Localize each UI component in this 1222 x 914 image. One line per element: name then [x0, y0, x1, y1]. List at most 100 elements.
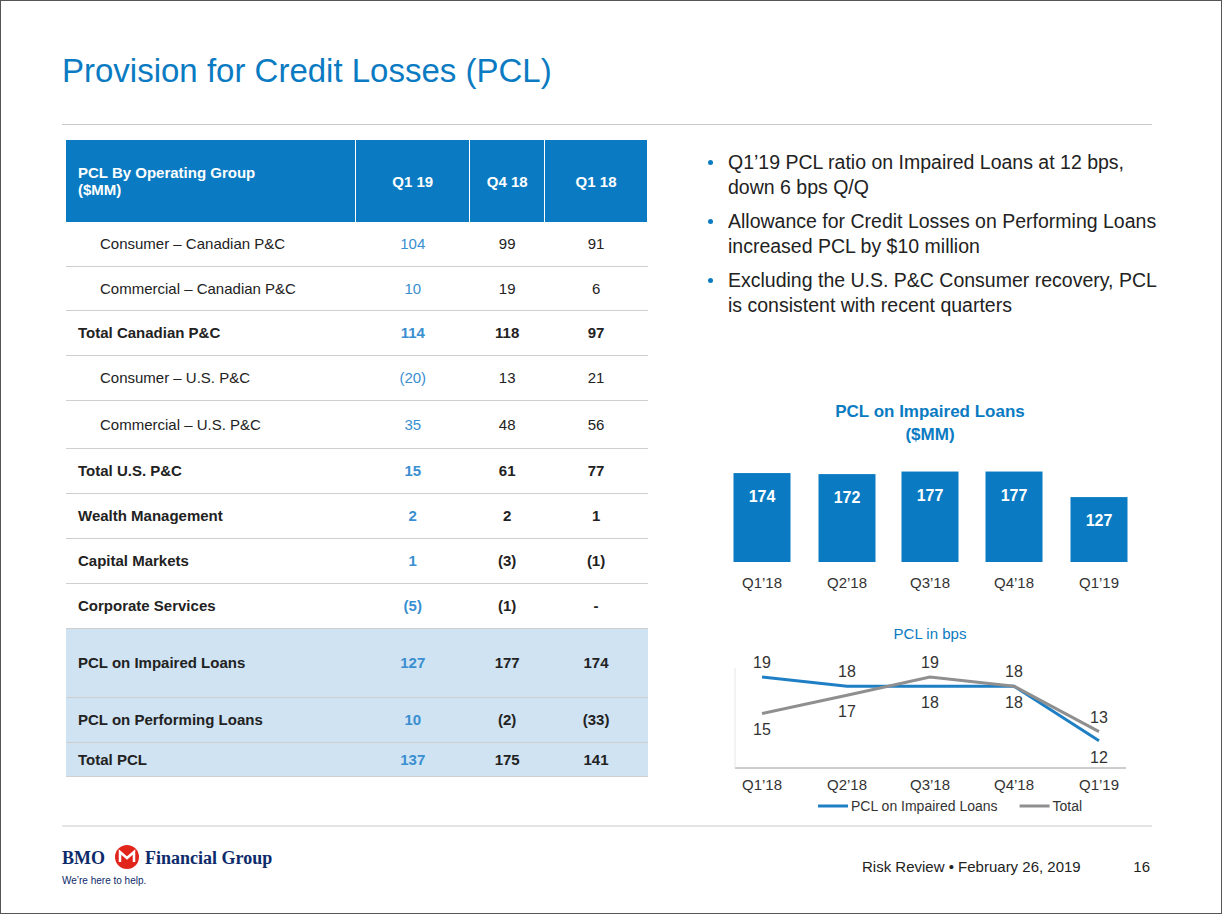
x-axis — [735, 768, 1126, 769]
cell-value: 141 — [545, 742, 648, 776]
cell-value: 137 — [356, 742, 470, 776]
cell-value: 1 — [356, 538, 470, 583]
cell-value: 56 — [545, 400, 648, 448]
cell-value: 19 — [470, 266, 545, 310]
cell-value: 10 — [356, 697, 470, 742]
data-label: 18 — [1005, 694, 1023, 711]
table-header: PCL By Operating Group ($MM)Q1 19Q4 18Q1… — [66, 140, 648, 222]
title-rule — [62, 124, 1152, 125]
bullet-dot — [708, 278, 713, 283]
bullets: Q1’19 PCL ratio on Impaired Loans at 12 … — [708, 150, 1170, 327]
cell-value: 1 — [545, 493, 648, 538]
data-label: 18 — [838, 663, 856, 680]
x-tick-label: Q1’18 — [742, 776, 782, 793]
bar — [1071, 497, 1128, 562]
cell-value: (20) — [356, 355, 470, 400]
data-label: 174 — [749, 488, 776, 505]
data-label: 177 — [917, 487, 944, 504]
cell-value: 127 — [356, 628, 470, 697]
cell-value: 35 — [356, 400, 470, 448]
cell-value: (1) — [545, 538, 648, 583]
data-label: 12 — [1090, 749, 1108, 766]
data-label: 19 — [921, 654, 939, 671]
row-label: Commercial – U.S. P&C — [66, 400, 356, 448]
bullet: Q1’19 PCL ratio on Impaired Loans at 12 … — [708, 150, 1170, 200]
row-label: PCL on Impaired Loans — [66, 628, 356, 697]
cell-value: (1) — [470, 583, 545, 628]
x-tick-label: Q1’19 — [1079, 574, 1119, 591]
data-label: 18 — [1005, 663, 1023, 680]
header-text: PCL By Operating Group ($MM) — [78, 164, 278, 198]
table-row: Commercial – Canadian P&C10196 — [66, 266, 648, 310]
row-label: Commercial – Canadian P&C — [66, 266, 356, 310]
row-label: Capital Markets — [66, 538, 356, 583]
bar — [902, 472, 959, 562]
row-label: Total Canadian P&C — [66, 310, 356, 355]
bullet: Excluding the U.S. P&C Consumer recovery… — [708, 268, 1170, 318]
legend-label: PCL on Impaired Loans — [851, 798, 998, 814]
bar — [986, 472, 1043, 562]
cell-value: 15 — [356, 448, 470, 493]
cell-value: (2) — [470, 697, 545, 742]
cell-value: 13 — [470, 355, 545, 400]
data-label: 19 — [753, 654, 771, 671]
table-row: Consumer – U.S. P&C(20)1321 — [66, 355, 648, 400]
series-line — [762, 677, 1099, 741]
row-label: PCL on Performing Loans — [66, 697, 356, 742]
cell-value: 2 — [470, 493, 545, 538]
x-tick-label: Q3’18 — [910, 776, 950, 793]
cell-value: 91 — [545, 222, 648, 266]
cell-value: 175 — [470, 742, 545, 776]
x-tick-label: Q2’18 — [827, 776, 867, 793]
data-label: 18 — [921, 694, 939, 711]
cell-value: 114 — [356, 310, 470, 355]
bullet-dot — [708, 219, 713, 224]
row-label: Corporate Services — [66, 583, 356, 628]
data-label: 17 — [838, 703, 856, 720]
legend-swatch — [818, 805, 848, 808]
series-line — [762, 677, 1099, 732]
table-row: Consumer – Canadian P&C1049991 — [66, 222, 648, 266]
frame — [0, 0, 1222, 914]
pcl-table: PCL By Operating Group ($MM)Q1 19Q4 18Q1… — [66, 140, 648, 777]
table-row: Commercial – U.S. P&C354856 — [66, 400, 648, 448]
chart-title: PCL on Impaired Loans — [835, 402, 1025, 421]
row-label: Consumer – Canadian P&C — [66, 222, 356, 266]
bullet-dot — [708, 160, 713, 165]
data-label: 13 — [1090, 709, 1108, 726]
x-tick-label: Q4’18 — [994, 574, 1034, 591]
bars — [734, 472, 1128, 562]
cell-value: 104 — [356, 222, 470, 266]
cell-value: (5) — [356, 583, 470, 628]
logo-roundel — [115, 845, 139, 869]
legend-label: Total — [1053, 798, 1083, 814]
table-row: Capital Markets1(3)(1) — [66, 538, 648, 583]
chart-subtitle: ($MM) — [905, 425, 954, 444]
cell-value: 2 — [356, 493, 470, 538]
table-row: PCL on Performing Loans10(2)(33) — [66, 697, 648, 742]
footer-event: Risk Review • February 26, 2019 — [862, 858, 1081, 875]
row-label: Total U.S. P&C — [66, 448, 356, 493]
cell-value: 77 — [545, 448, 648, 493]
table-row: PCL on Impaired Loans127177174 — [66, 628, 648, 697]
logo-text: BMO — [62, 848, 105, 868]
table-row: Corporate Services(5)(1)- — [66, 583, 648, 628]
cell-value: 99 — [470, 222, 545, 266]
charts-overlay: PCL on Impaired Loans($MM)17417217717712… — [0, 0, 1222, 914]
legend-swatch — [1020, 805, 1050, 808]
cell-value: 118 — [470, 310, 545, 355]
cell-value: 21 — [545, 355, 648, 400]
chart-title: PCL in bps — [894, 625, 967, 642]
table-row: Total U.S. P&C156177 — [66, 448, 648, 493]
title: Provision for Credit Losses (PCL) — [62, 52, 552, 90]
cell-value: (33) — [545, 697, 648, 742]
bar — [734, 473, 791, 562]
bar — [819, 474, 876, 562]
bullet: Allowance for Credit Losses on Performin… — [708, 209, 1170, 259]
data-label: 172 — [834, 489, 861, 506]
logo-mark — [120, 852, 134, 862]
header-cell: Q4 18 — [470, 140, 545, 222]
x-tick-label: Q2’18 — [827, 574, 867, 591]
x-tick-label: Q1’19 — [1079, 776, 1119, 793]
header-cell: Q1 18 — [545, 140, 648, 222]
